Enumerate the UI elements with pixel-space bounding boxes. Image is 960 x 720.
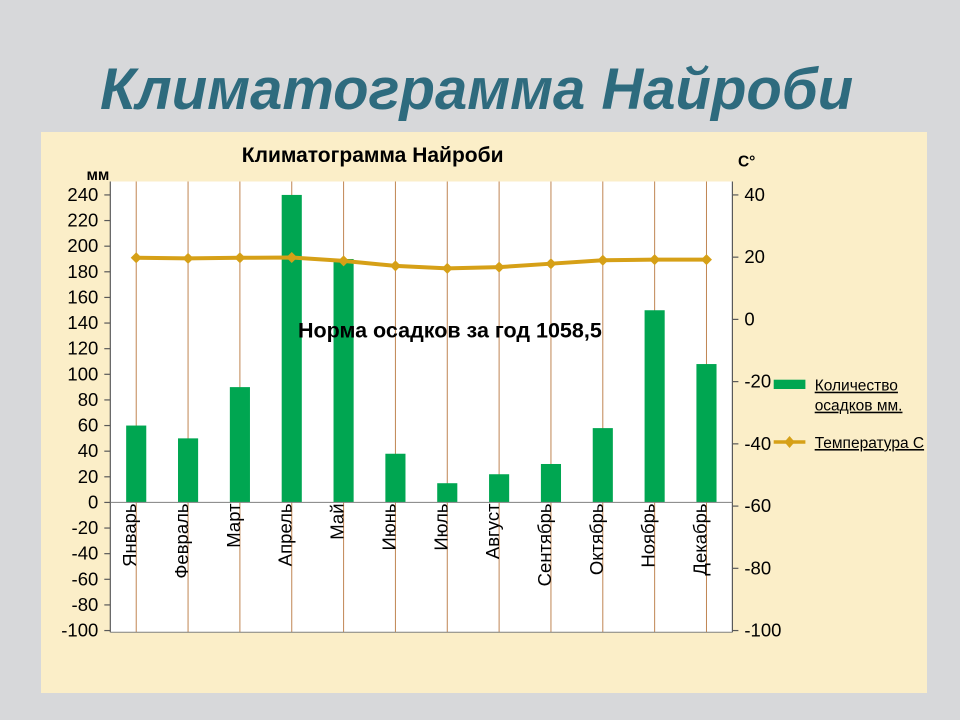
svg-text:Февраль: Февраль [171,503,192,578]
svg-text:осадков мм.: осадков мм. [815,398,903,415]
svg-text:-20: -20 [72,517,99,538]
svg-text:C°: C° [738,154,755,171]
svg-text:Норма осадков за год 1058,5: Норма осадков за год 1058,5 [298,319,602,343]
svg-text:Июль: Июль [430,503,451,550]
svg-text:60: 60 [78,415,99,436]
svg-text:-80: -80 [744,557,771,578]
svg-text:Июнь: Июнь [378,503,399,550]
svg-text:80: 80 [78,389,99,410]
svg-text:20: 20 [78,466,99,487]
svg-text:220: 220 [67,210,98,231]
svg-text:Сентябрь: Сентябрь [534,503,555,586]
svg-text:-60: -60 [72,568,99,589]
svg-text:0: 0 [744,308,754,329]
svg-text:40: 40 [78,440,99,461]
svg-text:Январь: Январь [119,503,140,566]
svg-text:-60: -60 [744,495,771,516]
svg-text:Количество: Количество [815,378,898,395]
svg-text:200: 200 [67,235,98,256]
svg-text:180: 180 [67,261,98,282]
svg-text:140: 140 [67,312,98,333]
svg-text:100: 100 [67,363,98,384]
svg-text:20: 20 [744,246,765,267]
svg-text:160: 160 [67,286,98,307]
svg-text:Ноябрь: Ноябрь [638,503,659,567]
svg-text:40: 40 [744,184,765,205]
svg-text:-100: -100 [744,620,781,641]
svg-text:-80: -80 [72,594,99,615]
svg-text:Апрель: Апрель [275,503,296,566]
svg-text:Температура С: Температура С [815,435,924,452]
svg-text:-40: -40 [744,433,771,454]
svg-text:-100: -100 [61,620,98,641]
svg-text:Май: Май [327,503,348,539]
svg-text:Март: Март [223,503,244,548]
svg-text:Декабрь: Декабрь [689,503,710,575]
svg-text:-40: -40 [72,543,99,564]
svg-text:мм: мм [86,167,109,184]
svg-text:240: 240 [67,184,98,205]
svg-text:120: 120 [67,338,98,359]
svg-text:0: 0 [88,491,98,512]
svg-text:-20: -20 [744,371,771,392]
svg-text:Климатограмма Найроби: Климатограмма Найроби [242,144,504,167]
svg-text:Август: Август [482,503,503,559]
svg-text:Октябрь: Октябрь [586,503,607,575]
